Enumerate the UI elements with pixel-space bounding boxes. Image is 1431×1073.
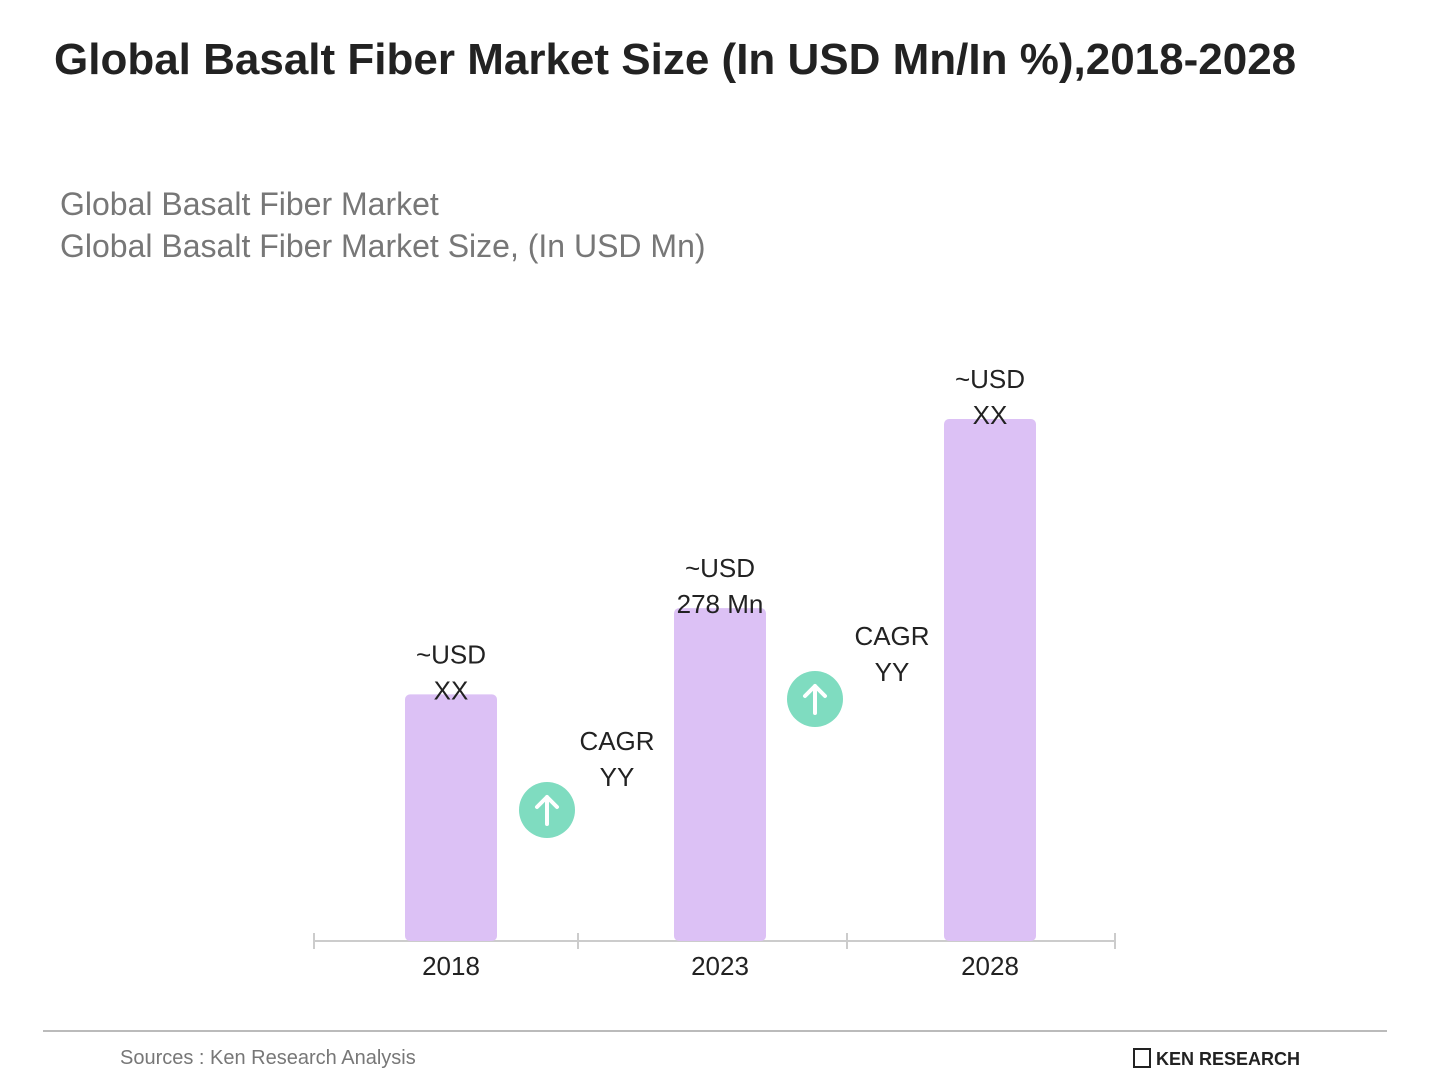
x-tick-label: 2018 bbox=[422, 951, 480, 981]
value-label: ~USD 278 Mn bbox=[677, 553, 764, 619]
value-label: ~USD XX bbox=[955, 364, 1025, 430]
growth-icon bbox=[519, 782, 575, 838]
annotation: CAGR YY bbox=[854, 621, 929, 687]
growth-icon bbox=[787, 671, 843, 727]
brand: KEN RESEARCH bbox=[1156, 1049, 1300, 1069]
bar bbox=[674, 608, 766, 941]
bar bbox=[944, 419, 1036, 941]
x-tick-label: 2023 bbox=[691, 951, 749, 981]
subtitle: Global Basalt Fiber Market Size, (In USD… bbox=[60, 228, 706, 264]
chart-title: Global Basalt Fiber Market Size (In USD … bbox=[54, 35, 1297, 84]
bar bbox=[405, 694, 497, 941]
subtitle: Global Basalt Fiber Market bbox=[60, 186, 439, 222]
annotation: CAGR YY bbox=[579, 726, 654, 792]
x-tick-label: 2028 bbox=[961, 951, 1019, 981]
value-label: ~USD XX bbox=[416, 639, 486, 705]
brand-logo bbox=[1133, 1048, 1151, 1068]
source: Sources : Ken Research Analysis bbox=[120, 1047, 416, 1069]
